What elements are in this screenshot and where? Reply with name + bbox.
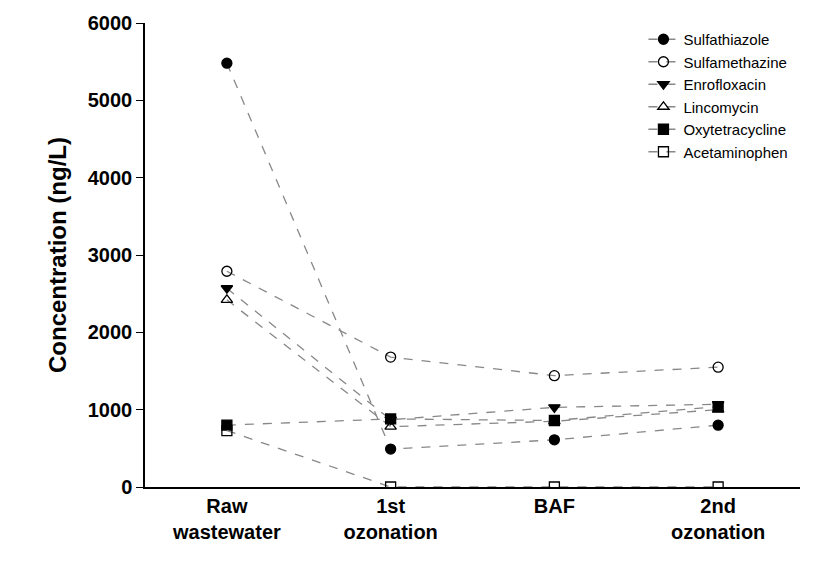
svg-text:6000: 6000	[88, 12, 133, 34]
svg-text:1stozonation: 1stozonation	[343, 495, 437, 543]
svg-text:5000: 5000	[88, 89, 133, 111]
svg-text:BAF: BAF	[534, 495, 575, 517]
svg-text:Oxytetracycline: Oxytetracycline	[683, 121, 786, 138]
svg-text:Rawwastewater: Rawwastewater	[172, 495, 281, 543]
svg-text:Sulfathiazole: Sulfathiazole	[683, 31, 769, 48]
svg-text:4000: 4000	[88, 167, 133, 189]
svg-text:Enrofloxacin: Enrofloxacin	[683, 76, 766, 93]
svg-text:Acetaminophen: Acetaminophen	[683, 144, 787, 161]
svg-text:0: 0	[121, 476, 132, 498]
svg-text:3000: 3000	[88, 244, 133, 266]
svg-text:Concentration (ng/L): Concentration (ng/L)	[44, 137, 71, 373]
svg-text:Sulfamethazine: Sulfamethazine	[683, 54, 786, 71]
svg-text:2000: 2000	[88, 321, 133, 343]
svg-text:2ndozonation: 2ndozonation	[671, 495, 765, 543]
svg-text:Lincomycin: Lincomycin	[683, 99, 758, 116]
svg-text:1000: 1000	[88, 399, 133, 421]
